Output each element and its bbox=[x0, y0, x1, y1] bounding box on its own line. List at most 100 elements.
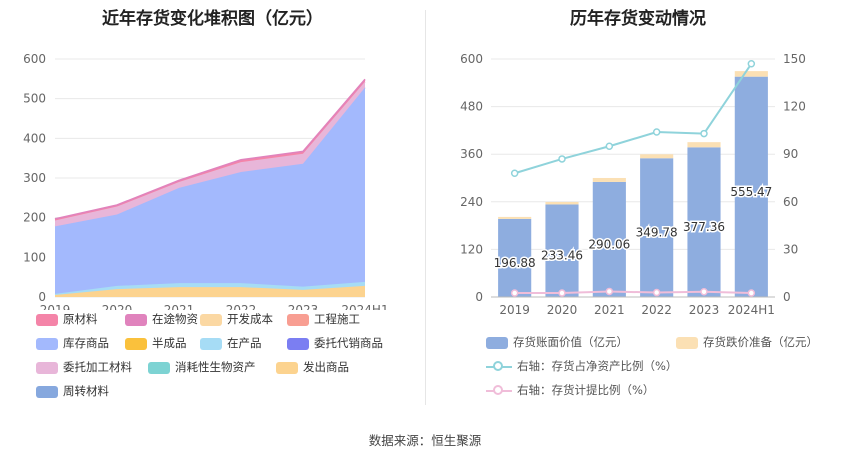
left-legend-item[interactable]: 半成品 bbox=[125, 335, 187, 351]
right-legend-item[interactable]: 右轴：存货计提比例（%） bbox=[486, 382, 654, 398]
bar-impairment bbox=[545, 202, 579, 205]
legend-label: 消耗性生物资产 bbox=[175, 360, 256, 374]
legend-swatch bbox=[36, 385, 58, 398]
left-legend-item[interactable]: 库存商品 bbox=[36, 335, 109, 351]
legend-line-marker bbox=[486, 384, 512, 398]
legend-swatch bbox=[200, 313, 222, 326]
right-x-tick-label: 2019 bbox=[499, 303, 530, 317]
legend-swatch bbox=[287, 337, 309, 350]
bar-value-label: 555.47 bbox=[730, 185, 772, 199]
left-y-tick-label: 600 bbox=[23, 52, 46, 66]
right-chart-title: 历年存货变动情况 bbox=[570, 9, 706, 29]
panel-divider bbox=[425, 10, 426, 405]
left-x-tick-label: 2019 bbox=[40, 303, 71, 310]
right-legend: 存货账面价值（亿元） 存货跌价准备（亿元） 右轴：存货占净资产比例（%） 右轴：存货计… bbox=[486, 334, 850, 404]
left-y-tick-label: 300 bbox=[23, 171, 46, 185]
legend-swatch bbox=[486, 336, 508, 349]
bar-value-label: 290.06 bbox=[588, 237, 630, 251]
line-point bbox=[605, 142, 614, 151]
legend-swatch bbox=[148, 361, 170, 374]
line-series-provision-ratio bbox=[514, 290, 752, 295]
right-chart-panel: 历年存货变动情况 0 120 240 360 480 600 0 30 60 90 120 150 20… bbox=[426, 0, 850, 420]
legend-swatch bbox=[125, 337, 147, 350]
bar-book-value bbox=[687, 147, 721, 297]
left-legend-item[interactable]: 委托代销商品 bbox=[287, 335, 383, 351]
line-point bbox=[558, 289, 566, 297]
legend-label: 发出商品 bbox=[303, 360, 349, 374]
legend-label: 委托代销商品 bbox=[314, 336, 383, 350]
right-legend-item[interactable]: 存货账面价值（亿元） bbox=[486, 334, 628, 350]
right-y-tick-label: 360 bbox=[460, 147, 483, 161]
left-legend-item[interactable]: 发出商品 bbox=[276, 359, 349, 375]
legend-label: 存货跌价准备（亿元） bbox=[703, 335, 818, 349]
left-legend-item[interactable]: 在途物资 bbox=[125, 311, 198, 327]
line-point bbox=[652, 288, 661, 297]
bar-impairment bbox=[640, 154, 674, 159]
left-legend-item[interactable]: 委托加工材料 bbox=[36, 359, 132, 375]
bar-impairment bbox=[592, 177, 626, 182]
right-y-tick-label: 240 bbox=[460, 195, 483, 209]
right-y2-tick-label: 90 bbox=[783, 147, 798, 161]
legend-swatch bbox=[276, 361, 298, 374]
right-legend-item[interactable]: 存货跌价准备（亿元） bbox=[676, 334, 818, 350]
left-legend-item[interactable]: 原材料 bbox=[36, 311, 98, 327]
legend-label: 委托加工材料 bbox=[63, 360, 132, 374]
legend-label: 周转材料 bbox=[63, 384, 109, 398]
legend-label: 库存商品 bbox=[63, 336, 109, 350]
bar-value-label: 233.46 bbox=[541, 249, 583, 263]
legend-label: 半成品 bbox=[152, 336, 187, 350]
line-point bbox=[605, 287, 614, 296]
area-series-在产品 bbox=[55, 281, 365, 296]
legend-swatch bbox=[36, 337, 58, 350]
legend-label: 工程施工 bbox=[314, 312, 360, 326]
legend-label: 开发成本 bbox=[227, 312, 273, 326]
left-legend-item[interactable]: 工程施工 bbox=[287, 311, 360, 327]
right-legend-item[interactable]: 右轴：存货占净资产比例（%） bbox=[486, 358, 677, 374]
left-x-tick-label: 2022 bbox=[226, 303, 257, 310]
line-point bbox=[700, 129, 708, 138]
right-y-tick-label: 600 bbox=[460, 52, 483, 66]
bar-value-label: 349.78 bbox=[636, 226, 678, 240]
right-x-tick-label: 2024H1 bbox=[728, 303, 775, 317]
line-point bbox=[700, 288, 708, 296]
bar-value-label: 377.36 bbox=[683, 220, 725, 234]
legend-label: 右轴：存货计提比例（%） bbox=[517, 383, 655, 397]
bar-impairment bbox=[734, 71, 768, 77]
left-legend-item[interactable]: 消耗性生物资产 bbox=[148, 359, 256, 375]
legend-swatch bbox=[287, 313, 309, 326]
bar-impairment bbox=[687, 142, 721, 148]
area-series-库存商品 bbox=[55, 87, 365, 294]
left-legend-item[interactable]: 在产品 bbox=[200, 335, 262, 351]
left-y-tick-label: 400 bbox=[23, 131, 46, 145]
bar-value-label: 196.88 bbox=[494, 256, 536, 270]
data-source-note: 数据来源：恒生聚源 bbox=[368, 433, 482, 448]
line-series-ratio-net-assets bbox=[514, 63, 753, 175]
bar-book-value bbox=[498, 218, 532, 297]
bar-book-value bbox=[640, 158, 674, 297]
line-point bbox=[652, 128, 661, 136]
right-y2-tick-label: 120 bbox=[783, 100, 806, 114]
left-legend-item[interactable]: 周转材料 bbox=[36, 383, 109, 399]
left-y-tick-label: 500 bbox=[23, 92, 46, 106]
right-x-tick-label: 2022 bbox=[641, 303, 672, 317]
area-edge-在途物资 bbox=[54, 78, 366, 220]
left-y-tick-label: 100 bbox=[23, 250, 46, 264]
right-y-tick-label: 0 bbox=[475, 290, 483, 304]
left-x-tick-label: 2020 bbox=[102, 303, 133, 310]
line-point bbox=[510, 289, 519, 297]
line-point bbox=[510, 169, 519, 177]
right-y2-tick-label: 0 bbox=[783, 290, 791, 304]
left-legend-item[interactable]: 开发成本 bbox=[200, 311, 273, 327]
left-chart-panel: 近年存货变化堆积图（亿元） 0 100 200 300 400 500 600 2019 202… bbox=[0, 0, 425, 420]
left-y-tick-label: 200 bbox=[23, 211, 46, 225]
bar-book-value bbox=[592, 181, 626, 297]
right-y-tick-label: 120 bbox=[460, 242, 483, 256]
bar-impairment bbox=[498, 216, 532, 219]
right-x-tick-label: 2020 bbox=[547, 303, 578, 317]
bar-book-value bbox=[734, 76, 768, 297]
left-legend: 原材料 在途物资 开发成本 工程施工库存商品 半成品 在产品 委托代销商品委托加工材料 消耗性… bbox=[36, 311, 425, 406]
left-x-tick-label: 2021 bbox=[164, 303, 195, 310]
left-chart-title: 近年存货变化堆积图（亿元） bbox=[102, 9, 323, 29]
legend-label: 在途物资 bbox=[152, 312, 198, 326]
right-y-tick-label: 480 bbox=[460, 100, 483, 114]
